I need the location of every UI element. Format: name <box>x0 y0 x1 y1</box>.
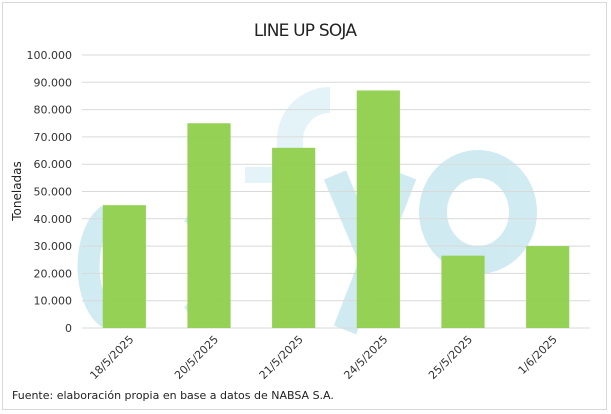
y-tick-label: 80.000 <box>34 104 73 117</box>
bar <box>526 246 570 328</box>
x-tick-label: 21/5/2025 <box>257 333 306 382</box>
y-tick-label: 10.000 <box>34 295 73 308</box>
bar <box>102 205 146 328</box>
gridlines <box>82 54 590 329</box>
bar <box>272 147 316 328</box>
y-tick-label: 30.000 <box>34 240 73 253</box>
chart-title: LINE UP SOJA <box>254 21 358 41</box>
x-tick-label: 24/5/2025 <box>341 333 390 382</box>
x-tick-label: 20/5/2025 <box>172 333 221 382</box>
y-tick-label: 60.000 <box>34 158 73 171</box>
x-tick-label: 25/5/2025 <box>426 333 475 382</box>
x-tick-label: 1/6/2025 <box>516 333 560 377</box>
y-tick-label: 50.000 <box>34 186 73 199</box>
bar <box>356 90 400 329</box>
y-tick-label: 70.000 <box>34 131 73 144</box>
y-tick-label: 0 <box>65 322 72 335</box>
bar <box>441 255 485 328</box>
source-note: Fuente: elaboración propia en base a dat… <box>12 389 334 402</box>
y-tick-label: 100.000 <box>27 49 73 62</box>
y-axis-label: Toneladas <box>10 161 24 222</box>
y-tick-label: 20.000 <box>34 267 73 280</box>
bars <box>102 90 570 329</box>
y-tick-label: 90.000 <box>34 76 73 89</box>
bar <box>187 123 231 328</box>
x-axis-ticks: 18/5/2025 20/5/2025 21/5/2025 24/5/2025 25/5… <box>87 333 559 382</box>
y-tick-label: 40.000 <box>34 213 73 226</box>
y-axis-ticks: 0 10.000 20.000 30.000 40.000 50.000 60.000 70.… <box>27 49 73 335</box>
x-tick-label: 18/5/2025 <box>87 333 136 382</box>
